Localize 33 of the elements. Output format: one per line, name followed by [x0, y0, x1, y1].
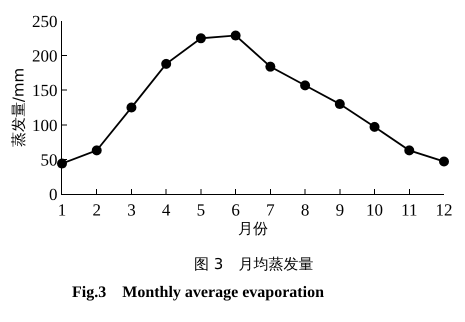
x-tick-label: 3	[127, 200, 136, 220]
point	[404, 145, 414, 156]
x-tick-label: 2	[92, 200, 101, 220]
x-axis-title: 月份	[238, 220, 268, 238]
y-tick-label: 250	[32, 12, 58, 31]
x-tick-label: 4	[162, 200, 171, 220]
point	[161, 58, 172, 69]
text: Fig.3 Monthly average evaporation	[72, 284, 324, 301]
x-tick-label: 9	[336, 200, 344, 220]
y-tick-label: 150	[32, 81, 58, 100]
point	[370, 122, 380, 132]
point	[196, 33, 206, 44]
point	[126, 102, 136, 112]
text: 图 3 月均蒸发量	[194, 255, 314, 273]
point	[439, 156, 449, 166]
point	[300, 80, 310, 90]
y-tick-label: 100	[32, 116, 58, 135]
x-tick-label: 7	[266, 200, 276, 220]
x-tick-label: 6	[231, 200, 240, 220]
point	[334, 99, 345, 110]
x-tick-label: 5	[196, 200, 206, 220]
x-tick-label: 1	[58, 200, 66, 220]
point	[92, 145, 102, 156]
x-tick-label: 8	[300, 200, 310, 220]
point	[230, 30, 241, 41]
y-axis-title: 蒸发量/mm	[9, 68, 28, 148]
y-tick-label: 200	[32, 46, 58, 66]
y-tick-label: 50	[40, 150, 58, 170]
y-tick-label: 0	[49, 184, 58, 204]
x-tick-label: 10	[366, 200, 384, 220]
x-tick-label: 11	[401, 200, 418, 220]
point	[265, 62, 276, 72]
x-tick-label: 12	[436, 200, 452, 220]
